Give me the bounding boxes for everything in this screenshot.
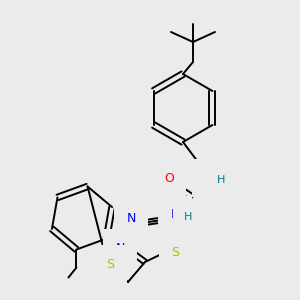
Text: H: H <box>184 212 192 222</box>
Text: S: S <box>106 257 114 271</box>
Text: S: S <box>171 245 179 259</box>
Text: N: N <box>170 208 180 221</box>
Text: N: N <box>204 172 214 184</box>
Text: N: N <box>126 212 136 226</box>
Text: O: O <box>164 172 174 185</box>
Text: H: H <box>217 175 225 185</box>
Text: N: N <box>115 242 125 254</box>
